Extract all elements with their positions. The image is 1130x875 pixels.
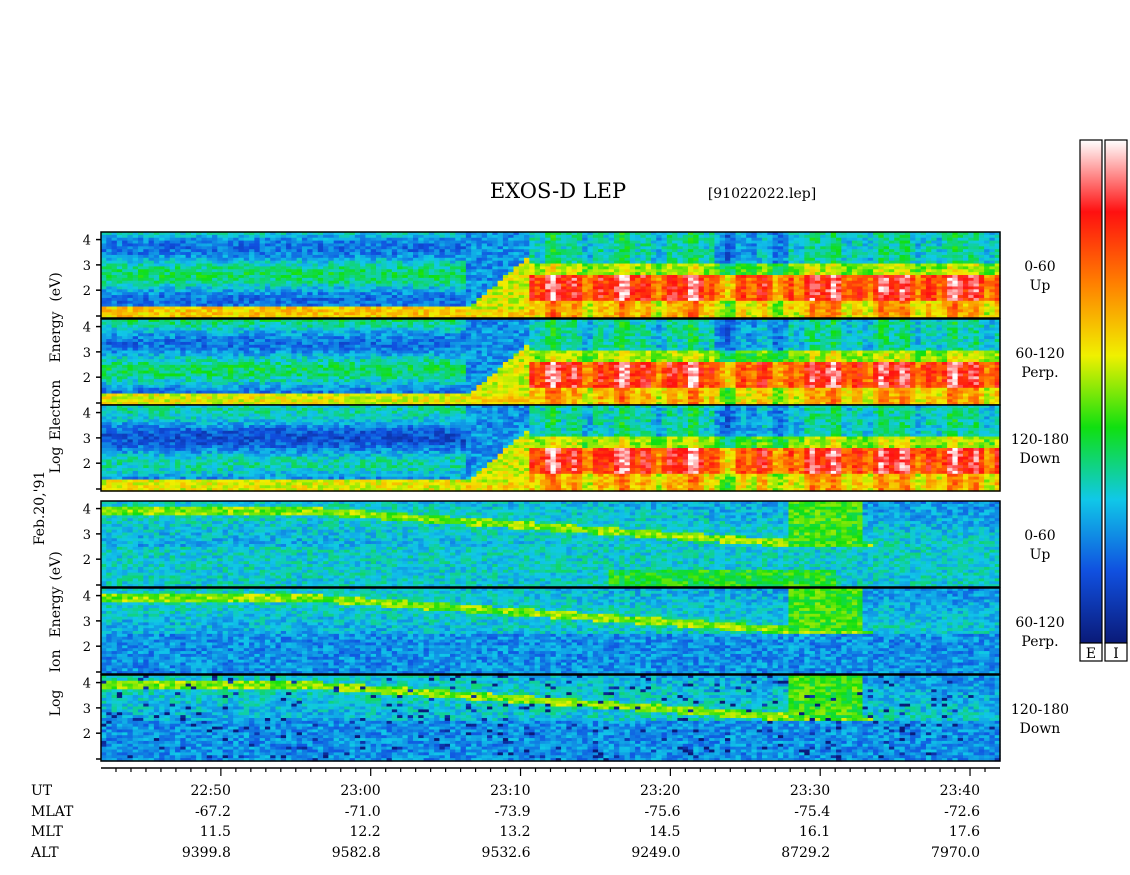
pitch-direction-label: Perp. [1021,365,1058,381]
y-tick-label: 2 [83,727,91,742]
y-tick-label: 4 [83,321,91,336]
ephemeris-row-label: MLT [31,824,63,840]
y-tick-label: 4 [83,503,91,518]
ephemeris-value: 9532.6 [482,845,531,861]
ephemeris-value: 22:50 [191,783,231,799]
ephemeris-value: 8729.2 [781,845,830,861]
panel-ion-60-120: 4 3 2 60-120 Perp. [83,588,1065,675]
colorbar-label: E [1086,646,1096,662]
pitch-angle-label: 120-180 [1011,432,1069,448]
ephemeris-value: -75.6 [644,804,680,820]
panel-electron-0-60: 4 3 2 0-60 Up [83,232,1056,319]
pitch-direction-label: Perp. [1021,634,1058,650]
panel-electron-120-180: 4 3 2 120-180 Down [83,405,1069,492]
ephemeris-value: -75.4 [794,804,830,820]
y-tick-label: 3 [83,346,91,361]
pitch-angle-label: 60-120 [1015,615,1064,631]
ephemeris-value: 12.2 [350,824,381,840]
y-tick-label: 3 [83,259,91,274]
pitch-angle-label: 60-120 [1015,346,1064,362]
date-label: Feb.20,'91 [32,471,48,546]
colorbar-E: E [1080,140,1102,662]
pitch-direction-label: Down [1020,451,1061,467]
ephemeris-value: 23:30 [790,783,830,799]
y-axis-labels: Log Electron Energy (eV) Log Ion Energy (eV) [48,272,64,716]
y-axis-label-word: (eV) [48,551,64,580]
ephemeris-value: 17.6 [949,824,980,840]
file-label: [91022022.lep] [708,186,816,202]
y-tick-label: 3 [83,702,91,717]
ephemeris-table: UT 22:50 23:00 23:10 23:20 23:30 23:40 MLAT -67.… [30,783,980,861]
y-axis-label-word: Log [48,447,64,474]
x-axis [101,768,1000,776]
y-tick-label: 4 [83,677,91,692]
ephemeris-value: -67.2 [195,804,231,820]
ephemeris-value: 9249.0 [631,845,680,861]
y-tick-label: 4 [83,234,91,249]
y-tick-label: 3 [83,432,91,447]
ephemeris-value: -71.0 [345,804,381,820]
y-axis-label-word: Ion [48,650,64,673]
y-axis-label-word: Log [48,690,64,717]
y-tick-label: 4 [83,407,91,422]
y-tick-label: 3 [83,615,91,630]
panel-ion-0-60: 4 3 2 0-60 Up [83,501,1056,588]
ephemeris-value: -73.9 [495,804,531,820]
y-tick-label: 4 [83,590,91,605]
pitch-angle-label: 0-60 [1024,259,1055,275]
y-tick-label: 2 [83,284,91,299]
chart-title: EXOS-D LEP [490,179,626,203]
y-axis-label-word: Electron [48,380,64,441]
panel-electron-60-120: 4 3 2 60-120 Perp. [83,319,1065,406]
ephemeris-value: 23:40 [940,783,980,799]
ephemeris-value: 7970.0 [931,845,980,861]
colorbar-I: I [1105,140,1127,662]
panel-ion-120-180: 4 3 2 120-180 Down [83,675,1069,762]
ephemeris-row-label: ALT [30,845,59,861]
ephemeris-value: -72.6 [944,804,980,820]
ephemeris-value: 16.1 [799,824,830,840]
ephemeris-value: 23:20 [640,783,680,799]
ephemeris-value: 11.5 [200,824,231,840]
pitch-angle-label: 0-60 [1024,528,1055,544]
ephemeris-value: 9582.8 [332,845,381,861]
ephemeris-value: 23:00 [340,783,380,799]
y-axis-label-word: Energy [48,586,64,637]
pitch-direction-label: Up [1030,547,1051,563]
y-tick-label: 2 [83,371,91,386]
y-axis-label-word: (eV) [48,272,64,301]
ephemeris-value: 23:10 [490,783,530,799]
y-tick-label: 3 [83,528,91,543]
pitch-angle-label: 120-180 [1011,702,1069,718]
pitch-direction-label: Down [1020,721,1061,737]
ephemeris-value: 9399.8 [182,845,231,861]
colorbar-label: I [1113,646,1119,662]
y-axis-label-word: Energy [48,311,64,362]
y-tick-label: 2 [83,553,91,568]
spectrogram-panels: 4 3 2 0-60 Up 4 3 2 60-120 Perp. 4 3 2 120-180 Down 4 3 2… [83,232,1069,762]
ephemeris-row-label: MLAT [31,804,74,820]
ephemeris-row-label: UT [31,783,53,799]
y-tick-label: 2 [83,457,91,472]
pitch-direction-label: Up [1030,278,1051,294]
ephemeris-value: 14.5 [649,824,680,840]
ephemeris-value: 13.2 [499,824,530,840]
y-tick-label: 2 [83,640,91,655]
